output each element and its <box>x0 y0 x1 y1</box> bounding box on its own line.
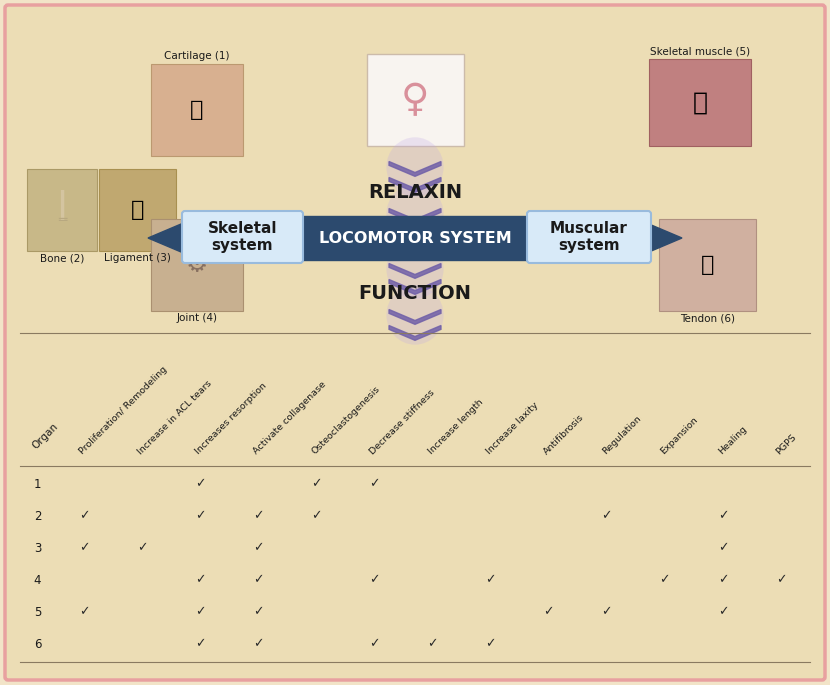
Text: ✓: ✓ <box>137 542 148 554</box>
FancyBboxPatch shape <box>5 5 825 680</box>
Text: ♀: ♀ <box>401 81 429 119</box>
Polygon shape <box>389 177 441 192</box>
Text: 2: 2 <box>34 510 42 523</box>
Ellipse shape <box>387 239 443 299</box>
Text: ✓: ✓ <box>369 477 379 490</box>
Text: Osteoclastogenesis: Osteoclastogenesis <box>310 384 382 456</box>
Text: Ligament (3): Ligament (3) <box>104 253 171 263</box>
FancyBboxPatch shape <box>527 211 651 263</box>
Text: ✓: ✓ <box>369 638 379 651</box>
Text: ✓: ✓ <box>195 510 206 523</box>
Text: 4: 4 <box>34 573 42 586</box>
Text: ✓: ✓ <box>718 573 728 586</box>
Text: Increase in ACL tears: Increase in ACL tears <box>136 378 213 456</box>
Ellipse shape <box>387 184 443 244</box>
Text: ✓: ✓ <box>602 510 612 523</box>
Text: ✓: ✓ <box>195 638 206 651</box>
Text: ✓: ✓ <box>79 606 90 619</box>
FancyBboxPatch shape <box>659 219 756 311</box>
Polygon shape <box>389 279 441 295</box>
Polygon shape <box>389 208 441 223</box>
FancyBboxPatch shape <box>99 169 176 251</box>
Text: ✓: ✓ <box>369 573 379 586</box>
Text: Increases resorption: Increases resorption <box>194 381 269 456</box>
Text: ✓: ✓ <box>253 542 263 554</box>
Text: ✓: ✓ <box>79 510 90 523</box>
Text: 🦵: 🦵 <box>131 200 144 220</box>
Text: ═: ═ <box>58 213 66 227</box>
Text: Skeletal muscle (5): Skeletal muscle (5) <box>650 46 750 56</box>
Text: PGPS: PGPS <box>774 432 798 456</box>
Text: ✓: ✓ <box>79 542 90 554</box>
Text: Healing: Healing <box>716 424 749 456</box>
Text: 6: 6 <box>34 638 42 651</box>
Text: 1: 1 <box>34 477 42 490</box>
Text: ✓: ✓ <box>718 606 728 619</box>
Ellipse shape <box>387 137 443 197</box>
Text: ✓: ✓ <box>195 477 206 490</box>
Text: ⚙: ⚙ <box>186 253 208 277</box>
Text: Antifibrosis: Antifibrosis <box>542 412 586 456</box>
FancyBboxPatch shape <box>151 64 243 156</box>
FancyBboxPatch shape <box>182 211 303 263</box>
Text: ✓: ✓ <box>253 606 263 619</box>
Text: RELAXIN: RELAXIN <box>368 182 462 201</box>
FancyBboxPatch shape <box>367 54 464 146</box>
Text: 💪: 💪 <box>692 90 707 114</box>
Text: Regulation: Regulation <box>600 414 642 456</box>
Polygon shape <box>389 325 441 340</box>
Text: Bone (2): Bone (2) <box>40 253 84 263</box>
Text: Increase length: Increase length <box>426 397 485 456</box>
Text: Activate collagenase: Activate collagenase <box>252 379 328 456</box>
Text: 3: 3 <box>34 542 42 554</box>
Text: ✓: ✓ <box>311 510 321 523</box>
Text: Skeletal
system: Skeletal system <box>208 221 277 253</box>
Text: FUNCTION: FUNCTION <box>359 284 471 303</box>
Polygon shape <box>389 225 441 239</box>
Text: 5: 5 <box>34 606 42 619</box>
Text: ✓: ✓ <box>253 510 263 523</box>
Polygon shape <box>630 216 682 260</box>
Text: Expansion: Expansion <box>658 415 700 456</box>
FancyBboxPatch shape <box>186 216 644 260</box>
Text: ✓: ✓ <box>195 606 206 619</box>
Text: Muscular
system: Muscular system <box>550 221 628 253</box>
Text: ✓: ✓ <box>486 638 496 651</box>
Text: ✓: ✓ <box>253 573 263 586</box>
Text: ✓: ✓ <box>486 573 496 586</box>
Polygon shape <box>389 162 441 176</box>
Polygon shape <box>389 310 441 325</box>
FancyBboxPatch shape <box>151 219 243 311</box>
Text: ✓: ✓ <box>195 573 206 586</box>
Text: ✓: ✓ <box>544 606 554 619</box>
Ellipse shape <box>387 285 443 345</box>
Text: ✓: ✓ <box>253 638 263 651</box>
Polygon shape <box>148 216 200 260</box>
Text: LOCOMOTOR SYSTEM: LOCOMOTOR SYSTEM <box>319 230 511 245</box>
FancyBboxPatch shape <box>27 169 97 251</box>
Text: ✓: ✓ <box>602 606 612 619</box>
Text: ✓: ✓ <box>311 477 321 490</box>
Polygon shape <box>389 264 441 278</box>
Text: Tendon (6): Tendon (6) <box>680 313 735 323</box>
Text: ✓: ✓ <box>660 573 670 586</box>
Text: ✓: ✓ <box>718 542 728 554</box>
Text: Joint (4): Joint (4) <box>177 313 217 323</box>
Text: |: | <box>56 190 67 220</box>
Text: ✓: ✓ <box>427 638 437 651</box>
Text: Proliferation/ Remodeling: Proliferation/ Remodeling <box>78 364 169 456</box>
Text: Cartilage (1): Cartilage (1) <box>164 51 230 61</box>
Text: ✓: ✓ <box>718 510 728 523</box>
Text: Decrease stiffness: Decrease stiffness <box>368 388 437 456</box>
Text: Organ: Organ <box>31 421 61 451</box>
FancyBboxPatch shape <box>649 59 751 146</box>
Text: ✓: ✓ <box>776 573 786 586</box>
Text: Increase laxity: Increase laxity <box>484 401 540 456</box>
Text: 🩹: 🩹 <box>701 255 714 275</box>
Text: 🦴: 🦴 <box>190 100 203 120</box>
